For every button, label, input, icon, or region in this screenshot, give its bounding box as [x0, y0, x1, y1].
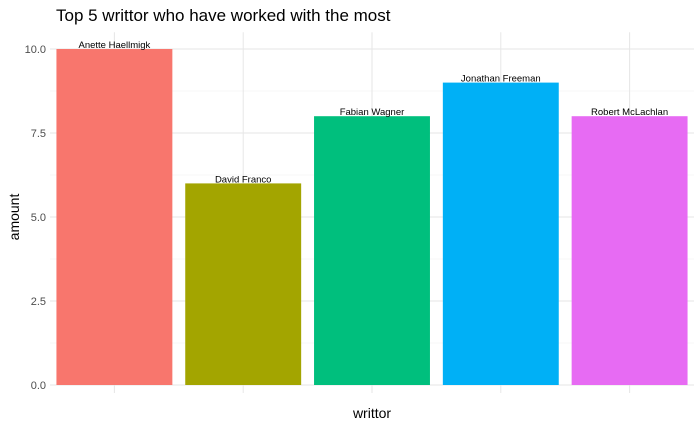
bar-labels: Anette Haellmigk David Franco Fabian Wagne…	[78, 40, 668, 185]
bars	[56, 49, 688, 385]
x-axis-title: writtor	[352, 405, 391, 421]
y-tick-label: 10.0	[25, 44, 46, 56]
y-axis-title: amount	[6, 194, 22, 241]
bar	[314, 116, 430, 385]
bar	[185, 183, 302, 385]
y-tick-label: 5.0	[31, 212, 46, 224]
y-tick-label: 7.5	[31, 128, 46, 140]
bar-label: David Franco	[215, 174, 272, 185]
bar-label: Anette Haellmigk	[78, 40, 150, 51]
bar-label: Robert McLachlan	[591, 107, 668, 118]
chart-title: Top 5 writtor who have worked with the m…	[56, 6, 391, 25]
bar	[56, 49, 173, 385]
bar	[442, 82, 559, 385]
y-tick-label: 0.0	[31, 380, 46, 392]
bar-label: Fabian Wagner	[340, 107, 405, 118]
bar-label: Jonathan Freeman	[461, 74, 541, 85]
y-axis-ticks: 0.0 2.5 5.0 7.5 10.0	[25, 44, 46, 392]
y-tick-label: 2.5	[31, 296, 46, 308]
bar	[571, 116, 688, 385]
